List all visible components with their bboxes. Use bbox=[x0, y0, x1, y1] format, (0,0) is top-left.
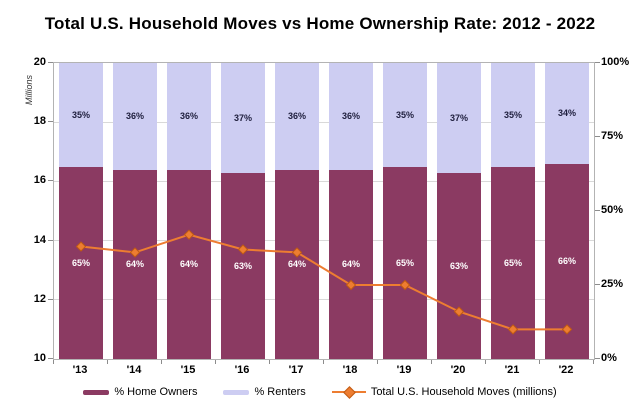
legend-label-renters: % Renters bbox=[254, 386, 306, 398]
x-axis-tick-label: '21 bbox=[504, 364, 520, 376]
x-axis-tick-label: '17 bbox=[288, 364, 304, 376]
left-axis-tick-label: 10 bbox=[33, 352, 46, 364]
right-axis-tick-label: 75% bbox=[601, 130, 624, 142]
renters-bar-label: 35% bbox=[395, 109, 414, 120]
home-owners-bar-label: 63% bbox=[233, 260, 252, 271]
home-owners-bar-label: 65% bbox=[71, 257, 90, 268]
home-owners-bar-segment: 64% bbox=[329, 169, 373, 359]
right-axis-tick-label: 0% bbox=[601, 352, 617, 364]
left-axis-tick-label: 12 bbox=[33, 292, 46, 305]
home-owners-bar-segment: 64% bbox=[113, 169, 157, 359]
x-axis-tick bbox=[53, 360, 54, 364]
legend: % Home Owners % Renters Total U.S. House… bbox=[0, 386, 640, 399]
home-owners-bar-label: 64% bbox=[341, 259, 360, 270]
home-owners-bar-segment: 65% bbox=[491, 166, 535, 359]
x-axis-tick bbox=[431, 360, 432, 364]
renters-bar-label: 36% bbox=[341, 111, 360, 122]
home-owners-bar-label: 65% bbox=[503, 257, 522, 268]
home-owners-bar-segment: 65% bbox=[59, 166, 103, 359]
home-owners-bar-label: 64% bbox=[179, 259, 198, 270]
x-axis-tick-label: '16 bbox=[234, 364, 250, 376]
x-axis-tick bbox=[161, 360, 162, 364]
moves-line-swatch bbox=[331, 386, 366, 399]
renters-bar-label: 36% bbox=[179, 111, 198, 122]
x-axis-tick bbox=[593, 360, 594, 364]
x-axis-tick bbox=[539, 360, 540, 364]
home-owners-bar-label: 64% bbox=[125, 259, 144, 270]
x-axis-tick-label: '22 bbox=[558, 364, 574, 376]
x-axis-tick-label: '13 bbox=[72, 364, 88, 376]
x-axis-tick bbox=[269, 360, 270, 364]
renters-swatch bbox=[223, 389, 250, 395]
legend-item-renters: % Renters bbox=[223, 386, 306, 398]
chart-title: Total U.S. Household Moves vs Home Owner… bbox=[44, 14, 596, 33]
x-axis-tick bbox=[485, 360, 486, 364]
left-axis-tick bbox=[48, 180, 53, 182]
right-axis-tick bbox=[595, 62, 600, 63]
home-owners-bar-segment: 64% bbox=[167, 169, 211, 359]
home-owners-bar-label: 66% bbox=[557, 256, 576, 267]
x-axis-tick-label: '20 bbox=[450, 364, 466, 376]
renters-bar-segment: 35% bbox=[383, 63, 427, 167]
renters-bar-segment: 36% bbox=[167, 63, 211, 170]
x-axis-tick-label: '19 bbox=[396, 364, 412, 376]
left-axis-tick bbox=[48, 239, 53, 241]
left-axis-title: Millions bbox=[24, 75, 34, 106]
left-axis-tick bbox=[48, 298, 53, 300]
home-owners-bar-label: 64% bbox=[287, 259, 306, 270]
left-axis-tick bbox=[48, 62, 53, 63]
renters-bar-label: 37% bbox=[233, 112, 252, 123]
home-owners-swatch bbox=[83, 389, 110, 395]
x-axis-tick bbox=[215, 360, 216, 364]
renters-bar-label: 35% bbox=[71, 109, 90, 120]
left-axis-tick bbox=[48, 358, 53, 359]
renters-bar-segment: 36% bbox=[275, 63, 319, 170]
left-axis-tick bbox=[48, 121, 53, 123]
home-owners-bar-segment: 63% bbox=[221, 172, 265, 359]
x-axis-tick-label: '18 bbox=[342, 364, 358, 376]
right-axis-tick-label: 50% bbox=[601, 204, 624, 216]
left-axis-tick-label: 14 bbox=[33, 233, 46, 246]
renters-bar-segment: 36% bbox=[329, 63, 373, 170]
right-axis-tick bbox=[595, 136, 600, 137]
renters-bar-segment: 37% bbox=[221, 63, 265, 173]
renters-bar-label: 35% bbox=[503, 109, 522, 120]
x-axis-tick-label: '14 bbox=[126, 364, 142, 376]
right-axis-tick bbox=[595, 284, 600, 285]
renters-bar-segment: 35% bbox=[59, 63, 103, 167]
x-axis-tick bbox=[323, 360, 324, 364]
right-axis-tick bbox=[595, 210, 600, 211]
home-owners-bar-label: 63% bbox=[449, 260, 468, 271]
gridline bbox=[54, 180, 594, 182]
home-owners-bar-label: 65% bbox=[395, 257, 414, 268]
home-owners-bar-segment: 64% bbox=[275, 169, 319, 359]
gridline bbox=[54, 121, 594, 123]
renters-bar-label: 34% bbox=[557, 108, 576, 119]
renters-bar-segment: 35% bbox=[491, 63, 535, 167]
x-axis-tick bbox=[107, 360, 108, 364]
home-owners-bar-segment: 66% bbox=[545, 163, 589, 359]
renters-bar-label: 37% bbox=[449, 112, 468, 123]
legend-item-moves: Total U.S. Household Moves (millions) bbox=[331, 386, 557, 399]
legend-item-home-owners: % Home Owners bbox=[83, 386, 197, 398]
renters-bar-segment: 36% bbox=[113, 63, 157, 170]
left-axis-tick-label: 18 bbox=[33, 115, 46, 128]
left-axis-tick-label: 16 bbox=[33, 174, 46, 187]
x-axis-tick-label: '15 bbox=[180, 364, 196, 376]
x-axis-tick bbox=[377, 360, 378, 364]
renters-bar-label: 36% bbox=[125, 111, 144, 122]
right-axis-tick bbox=[595, 358, 600, 359]
renters-bar-segment: 37% bbox=[437, 63, 481, 173]
home-owners-bar-segment: 63% bbox=[437, 172, 481, 359]
renters-bar-segment: 34% bbox=[545, 63, 589, 164]
left-axis-tick-label: 20 bbox=[33, 56, 46, 68]
plot-area: 35% 65% 36% 64% 36% 64% 37% 63% 36% 64% 36% 64% 35% 6… bbox=[53, 62, 595, 360]
right-axis-tick-label: 25% bbox=[601, 278, 624, 290]
moves-diamond-icon bbox=[342, 386, 356, 399]
legend-label-home-owners: % Home Owners bbox=[114, 386, 198, 398]
legend-label-moves: Total U.S. Household Moves (millions) bbox=[370, 386, 557, 398]
right-axis-tick-label: 100% bbox=[601, 56, 630, 68]
renters-bar-label: 36% bbox=[287, 111, 306, 122]
home-owners-bar-segment: 65% bbox=[383, 166, 427, 359]
